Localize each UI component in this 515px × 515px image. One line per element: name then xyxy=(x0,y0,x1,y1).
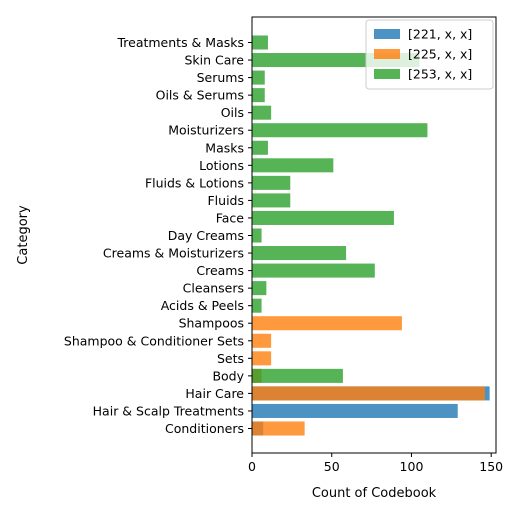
y-tick-label-acids-peels: Acids & Peels xyxy=(161,298,244,313)
bar-3-face xyxy=(252,210,394,225)
bar-3-creams xyxy=(252,263,375,278)
y-tick-label-conditioners: Conditioners xyxy=(165,421,244,436)
bars-layer xyxy=(252,35,490,436)
bar-2-hair-care xyxy=(252,386,485,401)
bar-3-cleansers xyxy=(252,281,267,296)
legend: [221, x, x] [225, x, x] [253, x, x] xyxy=(365,19,494,90)
y-axis-ticks: Conditioners Hair & Scalp Treatments Hair … xyxy=(64,35,252,436)
y-tick-label-shampoo-conditioner-sets: Shampoo & Conditioner Sets xyxy=(64,333,244,348)
bar-3-serums xyxy=(252,70,265,85)
y-tick-label-fluids-lotions: Fluids & Lotions xyxy=(145,175,244,190)
bar-2-shampoos xyxy=(252,316,402,331)
bar-3-oils-serums xyxy=(252,88,265,103)
y-tick-label-creams-moisturizers: Creams & Moisturizers xyxy=(103,246,244,261)
y-tick-label-lotions: Lotions xyxy=(199,158,244,173)
x-tick-label-50: 50 xyxy=(324,459,340,474)
legend-label-2: [225, x, x] xyxy=(408,47,472,62)
y-tick-label-sets: Sets xyxy=(217,351,244,366)
x-axis-label: Count of Codebook xyxy=(312,486,437,501)
bar-1-hair-scalp-treatments xyxy=(252,403,458,418)
bar-3-creams-moisturizers xyxy=(252,246,347,261)
x-tick-label-100: 100 xyxy=(400,459,424,474)
y-tick-label-masks: Masks xyxy=(205,140,244,155)
bar-3-fluids-lotions xyxy=(252,175,291,190)
y-tick-label-treatments-masks: Treatments & Masks xyxy=(116,35,244,50)
legend-swatch-3 xyxy=(374,69,400,79)
y-tick-label-serums: Serums xyxy=(197,70,244,85)
legend-swatch-1 xyxy=(374,29,400,39)
y-tick-label-oils-serums: Oils & Serums xyxy=(156,88,244,103)
legend-swatch-2 xyxy=(374,49,400,59)
y-tick-label-hair-care: Hair Care xyxy=(185,386,244,401)
bar-3-body xyxy=(252,368,343,383)
bar-3-lotions xyxy=(252,158,334,173)
x-tick-label-0: 0 xyxy=(248,459,256,474)
y-tick-label-day-creams: Day Creams xyxy=(168,228,244,243)
bar-3-fluids xyxy=(252,193,291,208)
y-tick-label-oils: Oils xyxy=(221,105,244,120)
y-tick-label-skin-care: Skin Care xyxy=(185,53,245,68)
y-tick-label-cleansers: Cleansers xyxy=(183,281,244,296)
bar-3-day-creams xyxy=(252,228,262,243)
y-tick-label-hair-scalp-treatments: Hair & Scalp Treatments xyxy=(93,403,244,418)
bar-2-shampoo-conditioner-sets xyxy=(252,333,272,348)
y-tick-label-fluids: Fluids xyxy=(207,193,244,208)
bar-3-treatments-masks xyxy=(252,35,268,50)
plot-frame xyxy=(251,16,497,454)
bar-3-moisturizers xyxy=(252,123,428,138)
bar-3-acids-peels xyxy=(252,298,262,313)
legend-label-3: [253, x, x] xyxy=(408,67,472,82)
y-axis-label: Category xyxy=(16,205,31,265)
bar-2-conditioners xyxy=(252,421,305,436)
x-axis-ticks: 0 50 100 150 xyxy=(248,453,503,474)
bar-2-sets xyxy=(252,351,272,366)
y-tick-label-face: Face xyxy=(216,210,245,225)
y-tick-label-shampoos: Shampoos xyxy=(179,316,244,331)
y-tick-label-body: Body xyxy=(212,368,244,383)
y-tick-label-creams: Creams xyxy=(196,263,244,278)
y-tick-label-moisturizers: Moisturizers xyxy=(168,123,244,138)
x-tick-label-150: 150 xyxy=(479,459,503,474)
legend-label-1: [221, x, x] xyxy=(408,27,472,42)
bar-3-oils xyxy=(252,105,272,120)
bar-3-masks xyxy=(252,140,268,155)
